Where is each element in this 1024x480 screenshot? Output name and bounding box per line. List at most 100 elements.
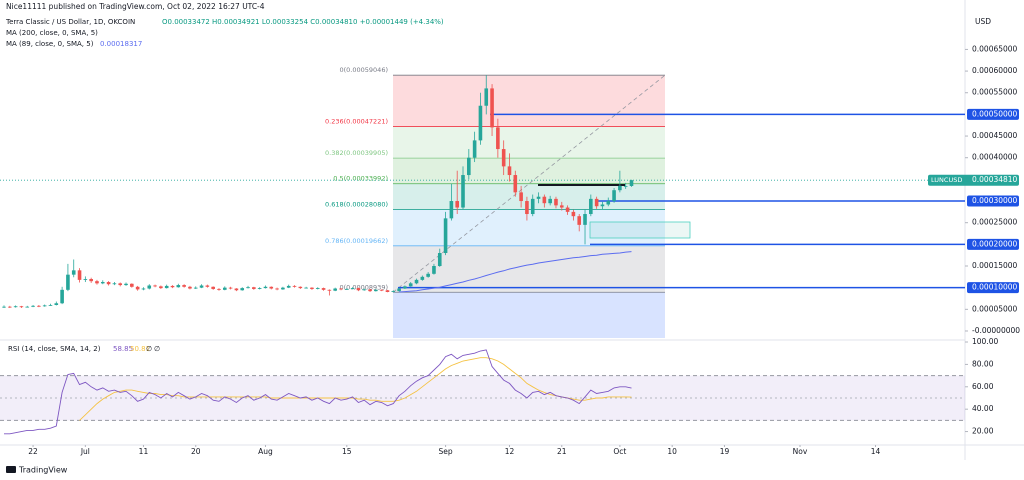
level-tag [967,108,1019,120]
fib-label: 0(0.00008939) [340,283,389,291]
candle-body [164,285,169,289]
candle-body [286,285,291,288]
candle-body [19,306,24,308]
candle-body [437,253,442,267]
candle-body [298,286,303,289]
ma-line [399,251,632,293]
y-tick-label: 0.00060000 [972,66,1018,75]
x-tick-label: 14 [871,447,881,456]
candle-body [13,306,18,308]
symbol: Terra Classic / US Dollar, 1D, OKCOIN [5,18,135,26]
price-tag-label: 0.00034810 [972,175,1018,184]
x-tick-label: 19 [720,447,730,456]
candle-body [530,198,535,215]
candle-body [565,207,570,212]
candle-body [356,288,361,291]
candle-body [240,288,245,291]
level-label: 0.00010000 [972,283,1018,292]
candle-body [484,88,489,106]
level-tag [967,238,1019,250]
candle-body [414,279,419,284]
x-tick-label: Nov [793,447,808,456]
candle-body [408,283,413,287]
rsi-tick-label: 100.00 [972,337,998,346]
candle-body [350,288,355,289]
candle-body [83,279,88,280]
level-label: 0.00030000 [972,196,1018,205]
candle-body [217,288,221,290]
price-tag-symbol: LUNCUSD [931,176,962,184]
candle-body [37,305,41,307]
candle-body [106,282,111,285]
candle-body [443,218,448,254]
candle-body [211,286,215,289]
candle-body [141,288,146,290]
candle-body [234,288,239,291]
candle-body [420,276,425,280]
candle-body [60,289,64,304]
candle-body [519,192,523,202]
rsi-ma-value: 50.81 [130,345,150,353]
price-tag [928,174,1019,186]
candle-body [379,289,384,291]
candle-body [8,306,12,308]
candle-body [449,201,454,219]
y-tick-label: 0.00040000 [972,153,1018,162]
candle-body [571,211,576,217]
candle-body [554,198,558,206]
rsi-ma-line [79,357,632,421]
x-tick-label: 10 [667,447,677,456]
rsi-extra: ∅ [154,345,160,353]
fib-label: 0(0.00059046) [340,66,389,74]
fib-zone [393,75,665,127]
candle-body [403,286,407,289]
fib-layer: 0(0.00059046) 0.236(0.00047221) 0.382(0.00… [325,66,666,338]
candle-body [600,204,605,207]
candle-body [269,286,274,289]
candle-body [124,283,128,286]
candle-body [507,166,512,176]
candle-body [374,289,378,292]
fib-label: 0.618(0.00028080) [325,200,388,208]
x-tick-label: 15 [342,447,352,456]
candle-body [345,288,349,290]
candle-body [100,282,105,284]
candle-body [612,190,616,202]
candle-body [77,270,82,280]
x-tick-label: Jul [80,447,90,456]
candle-body [89,279,93,282]
candle-body [501,149,506,167]
candle-body [193,287,198,289]
candle-body [257,288,262,289]
ma89-legend: MA (89, close, 0, SMA, 5) [6,40,94,48]
candle-body [490,88,494,128]
fib-label: 0.786(0.00019662) [325,237,388,245]
rsi-legend: RSI (14, close, SMA, 14, 2) [8,345,101,353]
candle-body [583,214,587,225]
candle-body [228,287,233,289]
currency: USD [975,17,991,26]
x-tick-label: 22 [28,447,38,456]
brand-text: TradingView [18,466,68,475]
candle-body [275,288,279,290]
candle-body [426,273,430,277]
y-tick-label: 0.00005000 [972,304,1018,313]
candle-body [339,288,343,290]
x-tick-label: Oct [613,447,626,456]
candle-body [281,287,285,290]
ohlc: O0.00033472 H0.00034921 L0.00033254 C0.0… [162,18,444,26]
ma200-legend: MA (200, close, 0, SMA, 5) [6,29,98,37]
candle-body [397,288,401,292]
y-tick-label: 0.00015000 [972,261,1018,270]
candle-body [513,175,518,193]
candle-body [327,289,332,291]
candle-body [54,303,59,305]
candle-body [66,274,70,290]
candle-body [112,283,117,285]
candle-body [182,285,186,287]
candle-body [304,287,308,289]
candle-body [525,201,529,215]
level-tag [967,282,1019,294]
x-tick-label: Sep [439,447,453,456]
